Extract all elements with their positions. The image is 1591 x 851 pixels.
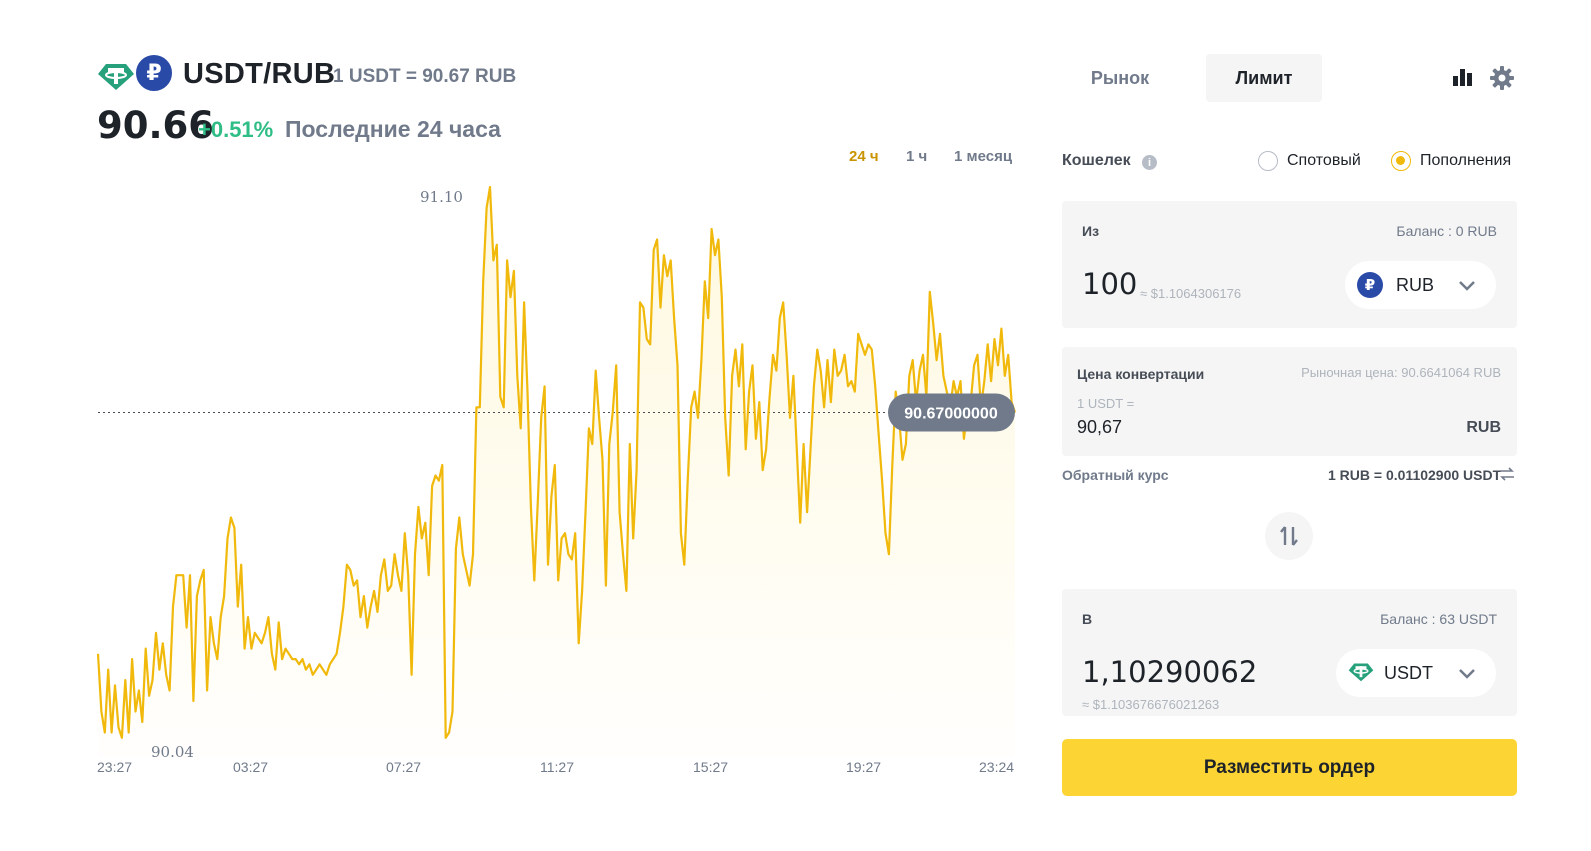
min-price-label: 90.04 bbox=[151, 743, 194, 760]
price-card: Цена конвертации Рыночная цена: 90.66410… bbox=[1062, 347, 1517, 456]
bar-chart-icon[interactable] bbox=[1452, 67, 1474, 92]
x-tick-label: 15:27 bbox=[693, 759, 729, 775]
radio-spot-label[interactable]: Спотовый bbox=[1287, 152, 1361, 169]
current-price-tag bbox=[888, 393, 1015, 432]
price-change: +0.51% bbox=[198, 117, 274, 142]
from-asset-label: RUB bbox=[1396, 274, 1435, 295]
gear-icon[interactable] bbox=[1490, 66, 1514, 95]
x-tick-label: 07:27 bbox=[386, 759, 422, 775]
price-line bbox=[96, 185, 1017, 739]
info-icon[interactable]: i bbox=[1142, 155, 1157, 170]
x-tick-label: 03:27 bbox=[233, 759, 269, 775]
from-label: Из bbox=[1082, 223, 1100, 239]
swap-vertical-icon bbox=[1280, 526, 1298, 546]
ruble-icon: ₽ bbox=[1357, 272, 1383, 298]
range-tab-24h[interactable]: 24 ч bbox=[849, 148, 879, 165]
swap-button[interactable] bbox=[1265, 512, 1313, 560]
from-card: Из Баланс : 0 RUB 100 ≈ $1.1064306176 ₽ … bbox=[1062, 201, 1517, 328]
tab-market[interactable]: Рынок bbox=[1090, 67, 1150, 88]
swap-horizontal-icon[interactable] bbox=[1499, 467, 1515, 486]
from-asset-select[interactable]: ₽ RUB bbox=[1345, 261, 1496, 309]
to-card: В Баланс : 63 USDT 1,10290062 ≈ $1.10367… bbox=[1062, 589, 1517, 716]
price-area bbox=[98, 187, 1015, 758]
radio-spot[interactable] bbox=[1258, 151, 1278, 171]
price-period: Последние 24 часа bbox=[285, 116, 501, 142]
price-currency: RUB bbox=[1466, 419, 1501, 436]
tab-limit[interactable]: Лимит bbox=[1206, 54, 1322, 102]
max-price-label: 91.10 bbox=[420, 188, 463, 206]
price-base: 1 USDT = bbox=[1077, 396, 1135, 411]
radio-funding[interactable] bbox=[1391, 151, 1411, 171]
wallet-label: Кошелек bbox=[1062, 152, 1131, 169]
tether-icon bbox=[1348, 658, 1374, 689]
to-amount-input[interactable]: 1,10290062 bbox=[1082, 655, 1258, 689]
to-approx: ≈ $1.103676676021263 bbox=[1082, 697, 1220, 712]
x-tick-label: 11:27 bbox=[540, 759, 574, 775]
range-tab-1m[interactable]: 1 месяц bbox=[954, 148, 1013, 165]
to-asset-select[interactable]: USDT bbox=[1336, 649, 1496, 697]
chevron-down-icon bbox=[1459, 281, 1475, 291]
tether-icon bbox=[97, 56, 135, 94]
chevron-down-icon bbox=[1459, 669, 1475, 679]
inverse-rate-label: Обратный курс bbox=[1062, 467, 1169, 483]
market-price: Рыночная цена: 90.6641064 RUB bbox=[1301, 365, 1501, 380]
x-tick-label: 23:24 bbox=[979, 759, 1015, 775]
current-price-tag-label: 90.67000000 bbox=[904, 406, 998, 423]
pair-rate: 1 USDT = 90.67 RUB bbox=[333, 66, 517, 87]
from-balance: Баланс : 0 RUB bbox=[1396, 223, 1497, 239]
inverse-rate-value: 1 RUB = 0.01102900 USDT bbox=[1328, 467, 1502, 483]
to-asset-label: USDT bbox=[1384, 662, 1433, 683]
to-label: В bbox=[1082, 611, 1093, 627]
x-tick-label: 23:27 bbox=[97, 759, 133, 775]
from-amount-input[interactable]: 100 bbox=[1082, 267, 1138, 301]
x-tick-label: 19:27 bbox=[846, 759, 882, 775]
current-price: 90.66 bbox=[97, 104, 215, 147]
from-approx: ≈ $1.1064306176 bbox=[1140, 286, 1242, 301]
radio-funding-label[interactable]: Пополнения bbox=[1420, 152, 1512, 169]
price-chart[interactable]: 91.10 90.04 90.67000000 bbox=[90, 175, 1020, 760]
price-card-label: Цена конвертации bbox=[1077, 366, 1205, 382]
price-input[interactable]: 90,67 bbox=[1077, 417, 1123, 437]
place-order-button[interactable]: Разместить ордер bbox=[1062, 739, 1517, 796]
pair-title: USDT/RUB bbox=[183, 58, 336, 90]
ruble-icon: ₽ bbox=[134, 53, 174, 93]
range-tab-1h[interactable]: 1 ч bbox=[906, 148, 928, 165]
to-balance: Баланс : 63 USDT bbox=[1380, 611, 1497, 627]
